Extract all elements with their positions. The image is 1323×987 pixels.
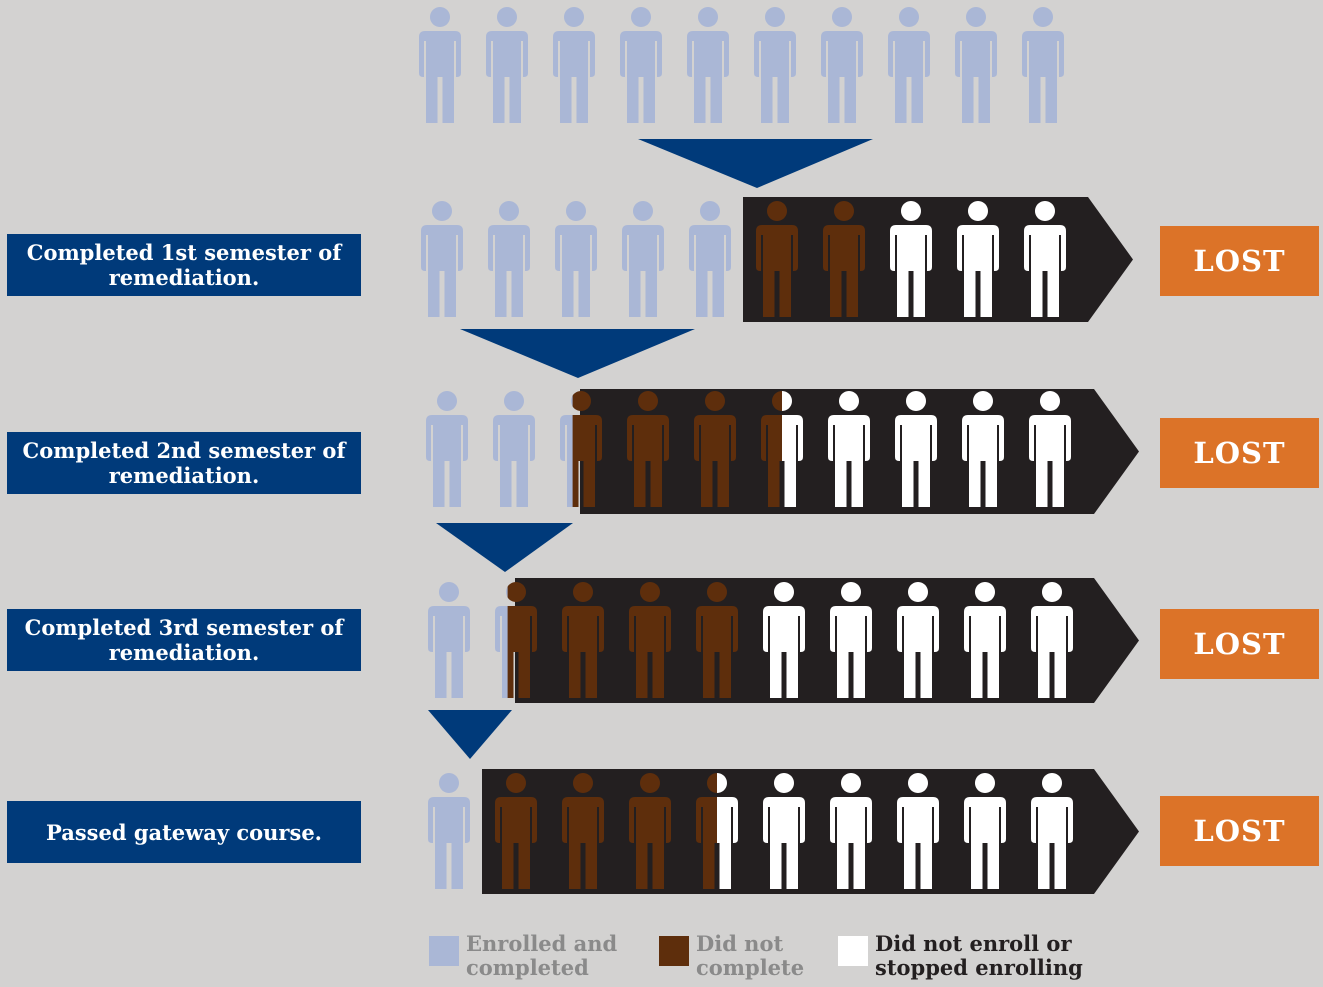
person-icon (629, 773, 671, 889)
funnel-triangle-1 (638, 139, 873, 188)
legend-swatch-did-not-complete (659, 936, 689, 966)
person-icon (696, 582, 738, 698)
person-icon (756, 201, 798, 317)
funnel-triangle-3 (436, 523, 573, 572)
legend-label-enrolled-completed: Enrolled and completed (466, 932, 706, 980)
person-icon (562, 582, 604, 698)
person-icon (830, 582, 872, 698)
person-icon (493, 391, 535, 507)
person-icon (828, 391, 870, 507)
lost-badge-gateway: LOST (1160, 796, 1319, 866)
lost-band-arrow-1 (743, 197, 1133, 322)
person-icon (495, 582, 537, 698)
person-icon (428, 582, 470, 698)
person-icon (687, 7, 729, 123)
person-icon (629, 582, 671, 698)
stage-label-1st-semester: Completed 1st semester of remediation. (7, 234, 361, 296)
person-icon (553, 7, 595, 123)
lost-badge-3rd-semester: LOST (1160, 609, 1319, 679)
person-icon (761, 391, 803, 507)
person-icon (419, 7, 461, 123)
person-icon (689, 201, 731, 317)
person-icon (821, 7, 863, 123)
legend-swatch-enrolled-completed (429, 936, 459, 966)
person-icon (627, 391, 669, 507)
person-icon (962, 391, 1004, 507)
person-icon (1031, 773, 1073, 889)
person-icon (555, 201, 597, 317)
legend-label-line: complete (696, 955, 805, 980)
person-icon (622, 201, 664, 317)
stage-label-3rd-semester: Completed 3rd semester of remediation. (7, 609, 361, 671)
person-icon (895, 391, 937, 507)
person-icon (696, 773, 738, 889)
person-icon (763, 773, 805, 889)
legend-label-line: stopped enrolling (875, 955, 1083, 980)
person-icon (426, 391, 468, 507)
lost-badge-1st-semester: LOST (1160, 226, 1319, 296)
legend-label-did-not-enroll: Did not enroll or stopped enrolling (875, 932, 1115, 980)
funnel-triangle-4 (428, 710, 512, 759)
person-icon (964, 773, 1006, 889)
funnel-triangle-2 (460, 329, 695, 378)
legend-label-line: Enrolled and (466, 931, 618, 956)
person-icon (955, 7, 997, 123)
person-icon (754, 7, 796, 123)
legend-label-line: Did not enroll or (875, 931, 1072, 956)
person-icon (486, 7, 528, 123)
legend-label-line: completed (466, 955, 589, 980)
person-icon (495, 773, 537, 889)
person-icon (421, 201, 463, 317)
stage-label-2nd-semester: Completed 2nd semester of remediation. (7, 432, 361, 494)
person-icon (488, 201, 530, 317)
legend-label-line: Did not (696, 931, 784, 956)
person-icon (562, 773, 604, 889)
legend-label-did-not-complete: Did not complete (696, 932, 936, 980)
person-icon (620, 7, 662, 123)
person-icon (890, 201, 932, 317)
legend-swatch-did-not-enroll (838, 936, 868, 966)
stage-label-gateway: Passed gateway course. (7, 801, 361, 863)
person-icon (830, 773, 872, 889)
person-icon (763, 582, 805, 698)
person-icon (1022, 7, 1064, 123)
person-icon (560, 391, 602, 507)
person-icon (428, 773, 470, 889)
person-icon (957, 201, 999, 317)
person-icon (1024, 201, 1066, 317)
person-icon (1029, 391, 1071, 507)
person-icon (1031, 582, 1073, 698)
lost-badge-2nd-semester: LOST (1160, 418, 1319, 488)
person-icon (897, 582, 939, 698)
person-icon (964, 582, 1006, 698)
person-icon (888, 7, 930, 123)
person-icon (823, 201, 865, 317)
person-icon (694, 391, 736, 507)
person-icon (897, 773, 939, 889)
